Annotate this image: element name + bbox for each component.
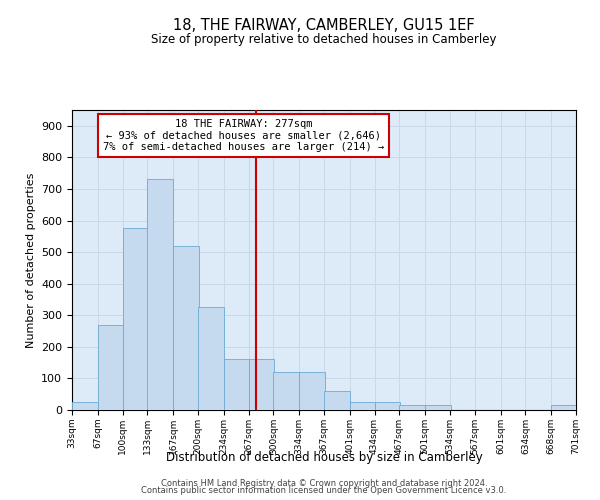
Bar	[198, 308, 224, 410]
Bar	[425, 406, 451, 410]
Bar	[299, 372, 325, 410]
Text: Contains public sector information licensed under the Open Government Licence v3: Contains public sector information licen…	[142, 486, 506, 495]
Bar	[324, 391, 350, 410]
Bar	[173, 246, 199, 410]
Bar	[224, 360, 250, 410]
Bar	[148, 180, 173, 410]
Y-axis label: Number of detached properties: Number of detached properties	[26, 172, 35, 348]
Bar	[98, 324, 124, 410]
Bar	[374, 402, 400, 410]
Bar	[350, 402, 376, 410]
Bar	[400, 406, 425, 410]
Bar	[248, 360, 274, 410]
Bar	[551, 406, 577, 410]
Bar	[274, 372, 299, 410]
Text: 18 THE FAIRWAY: 277sqm
← 93% of detached houses are smaller (2,646)
7% of semi-d: 18 THE FAIRWAY: 277sqm ← 93% of detached…	[103, 119, 384, 152]
Bar	[122, 228, 148, 410]
Text: Contains HM Land Registry data © Crown copyright and database right 2024.: Contains HM Land Registry data © Crown c…	[161, 478, 487, 488]
Bar	[72, 402, 98, 410]
Text: Distribution of detached houses by size in Camberley: Distribution of detached houses by size …	[166, 451, 482, 464]
Text: Size of property relative to detached houses in Camberley: Size of property relative to detached ho…	[151, 32, 497, 46]
Text: 18, THE FAIRWAY, CAMBERLEY, GU15 1EF: 18, THE FAIRWAY, CAMBERLEY, GU15 1EF	[173, 18, 475, 32]
